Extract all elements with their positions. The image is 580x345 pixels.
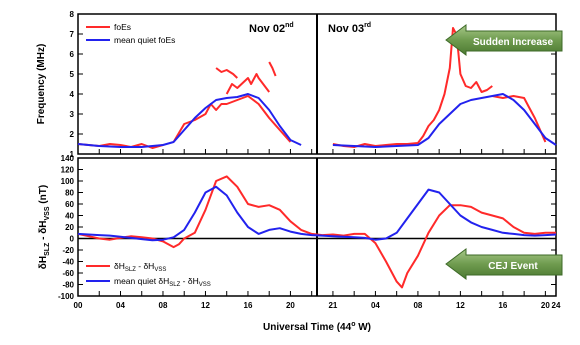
bottom-y-tick-label: -100 xyxy=(58,292,75,301)
top-series-foes-line xyxy=(225,73,270,95)
x-axis-title: Universal Time (44o W) xyxy=(263,321,371,333)
x-tick-label: 04 xyxy=(116,301,125,310)
top-series-mean-quiet-foes-line xyxy=(332,93,557,148)
bottom-y-tick-label: 140 xyxy=(61,154,75,163)
top-y-tick-label: 4 xyxy=(70,90,75,99)
bottom-y-tick-label: 20 xyxy=(65,223,74,232)
legend-label-dh: δHSLZ - δHVSS xyxy=(114,261,166,273)
top-series-foes-line xyxy=(492,95,547,143)
x-tick-label: 08 xyxy=(413,301,422,310)
date-label-nov-02: Nov 02nd xyxy=(249,22,294,35)
x-tick-label: 12 xyxy=(456,301,465,310)
top-series-foes-line xyxy=(172,95,292,143)
bottom-y-tick-label: -80 xyxy=(62,281,74,290)
bottom-series-mean-quiet-dh-line xyxy=(77,185,557,242)
top-y-tick-label: 6 xyxy=(70,50,75,59)
sudden-increase-label: Sudden Increase xyxy=(473,37,553,48)
top-series-mean-quiet-foes-line xyxy=(77,93,302,148)
x-tick-label: 00 xyxy=(74,301,83,310)
ticks-layer: 12345678-100-80-60-40-200204060801001201… xyxy=(58,10,561,310)
bottom-y-tick-label: 60 xyxy=(65,200,74,209)
top-y-tick-label: 3 xyxy=(70,110,75,119)
sudden-increase-arrow: Sudden Increase xyxy=(445,24,563,56)
bottom-y-tick-label: 80 xyxy=(65,189,74,198)
top-y-tick-label: 8 xyxy=(70,10,75,19)
legend-label-mean-quiet-foes: mean quiet foEs xyxy=(114,35,175,45)
x-tick-label: 24 xyxy=(552,301,561,310)
bottom-y-tick-label: 120 xyxy=(61,166,75,175)
x-tick-label: 21 xyxy=(328,301,337,310)
top-series-foes-line xyxy=(215,67,238,79)
bottom-y-tick-label: 0 xyxy=(70,235,75,244)
cej-event-label: CEJ Event xyxy=(488,261,538,272)
top-y-tick-label: 2 xyxy=(70,130,75,139)
bottom-y-tick-label: 100 xyxy=(61,177,75,186)
legend-label-mean-quiet-dh: mean quiet δHSLZ - δHVSS xyxy=(114,276,211,288)
x-tick-label: 16 xyxy=(498,301,507,310)
top-series-foes-line xyxy=(268,61,277,77)
x-tick-label: 04 xyxy=(371,301,380,310)
bottom-y-tick-label: -60 xyxy=(62,269,74,278)
x-tick-label: 20 xyxy=(286,301,295,310)
top-y-axis-title: Frequency (MHz) xyxy=(36,44,47,125)
top-y-tick-label: 1 xyxy=(70,150,75,159)
legend-label-foes: foEs xyxy=(114,22,131,32)
bottom-y-axis-title: δHSLZ - δHVSS (nT) xyxy=(38,185,51,269)
x-tick-label: 16 xyxy=(244,301,253,310)
x-tick-label: 20 xyxy=(541,301,550,310)
date-label-nov-03: Nov 03rd xyxy=(328,22,371,35)
series-layer xyxy=(77,27,557,289)
bottom-legend: δHSLZ - δHVSS mean quiet δHSLZ - δHVSS xyxy=(86,261,211,288)
bottom-y-tick-label: -20 xyxy=(62,246,74,255)
top-legend: foEs mean quiet foEs xyxy=(86,22,175,45)
bottom-y-tick-label: 40 xyxy=(65,212,74,221)
top-y-tick-label: 7 xyxy=(70,30,75,39)
cej-event-arrow: CEJ Event xyxy=(445,248,563,280)
x-tick-label: 12 xyxy=(201,301,210,310)
bottom-y-tick-label: -40 xyxy=(62,258,74,267)
top-y-tick-label: 5 xyxy=(70,70,75,79)
x-tick-label: 08 xyxy=(159,301,168,310)
